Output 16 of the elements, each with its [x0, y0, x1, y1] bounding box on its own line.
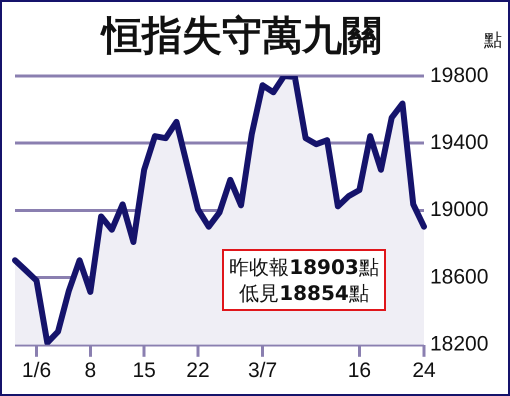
x-tick-label: 16 [348, 359, 372, 382]
y-tick-label: 19800 [430, 64, 488, 87]
y-tick-label: 18600 [430, 265, 488, 288]
annotation: 昨收報18903點 [229, 255, 379, 279]
y-axis-title: 點 [484, 29, 502, 52]
x-tick-label: 3/7 [248, 359, 278, 382]
x-tick-label: 1/6 [22, 359, 52, 382]
x-tick-label: 22 [186, 359, 210, 382]
x-tick-label: 8 [84, 359, 96, 382]
annotation: 低見18854點 [239, 281, 369, 305]
y-tick-label: 19400 [430, 130, 488, 154]
y-tick-label: 18200 [430, 332, 488, 356]
y-tick-label: 19000 [430, 198, 488, 222]
x-tick-label: 24 [412, 359, 436, 382]
x-tick-label: 15 [132, 359, 156, 382]
chart-title: 恒指失守萬九關 [102, 12, 382, 61]
